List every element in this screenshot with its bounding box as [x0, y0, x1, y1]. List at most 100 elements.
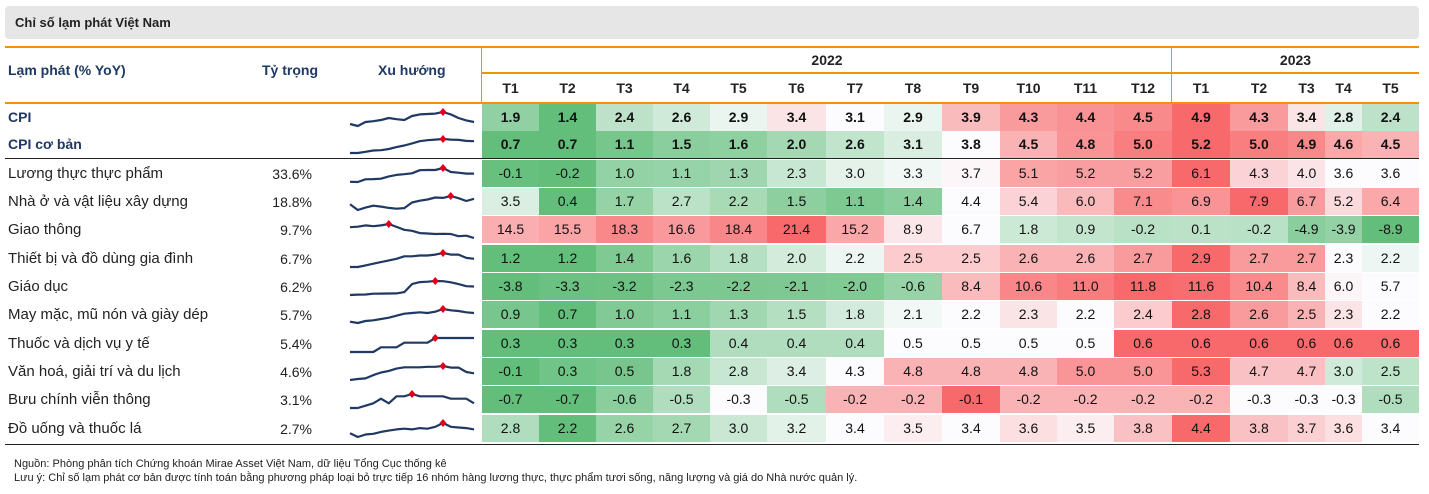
value-cell: 5.0: [1057, 358, 1114, 385]
header-divider-2022: [481, 46, 482, 104]
value-cell: -0.2: [1057, 386, 1114, 413]
trend-sparkline: [349, 192, 475, 212]
sparkline-max-marker: [439, 362, 447, 370]
value-cell: 1.4: [539, 104, 596, 131]
month-header: T7: [846, 80, 864, 96]
value-cell: 1.3: [710, 301, 767, 328]
sparkline-path: [349, 110, 475, 128]
year-header-2023: 2023: [1279, 52, 1312, 68]
value-cell: 1.1: [653, 160, 710, 187]
value-cell: 2.6: [596, 415, 653, 442]
month-header: T5: [1382, 80, 1399, 96]
value-cell: 3.4: [767, 358, 826, 385]
value-cell: 11.6: [1172, 273, 1230, 300]
trend-sparkline: [350, 249, 475, 269]
value-cell: 0.3: [539, 358, 596, 385]
value-cell: 10.6: [1000, 273, 1057, 300]
value-cell: 0.3: [482, 330, 539, 357]
value-cell: 5.2: [1325, 188, 1362, 215]
value-cell: 3.0: [710, 415, 767, 442]
value-cell: 0.4: [710, 330, 767, 357]
row-label: CPI: [8, 109, 32, 125]
value-cell: 1.7: [596, 188, 653, 215]
value-cell: -2.3: [653, 273, 710, 300]
value-cell: 8.4: [1288, 273, 1325, 300]
value-cell: 0.7: [539, 301, 596, 328]
value-cell: -0.3: [1325, 386, 1362, 413]
sparkline-path: [349, 364, 475, 382]
row-label: Bưu chính viễn thông: [8, 391, 151, 408]
value-cell: 5.2: [1114, 160, 1172, 187]
value-cell: 0.6: [1230, 330, 1288, 357]
value-cell: 11.8: [1114, 273, 1172, 300]
month-header: T3: [1298, 80, 1315, 96]
value-cell: 2.2: [539, 415, 596, 442]
value-cell: 2.2: [1057, 301, 1114, 328]
sparkline-path: [349, 194, 475, 212]
value-cell: 2.7: [1230, 245, 1288, 272]
row-weight: 5.4%: [280, 336, 312, 352]
value-cell: 5.1: [1000, 160, 1057, 187]
value-cell: 4.6: [1325, 131, 1362, 158]
value-cell: 1.2: [539, 245, 596, 272]
value-cell: -0.2: [826, 386, 884, 413]
value-cell: 0.1: [1172, 216, 1230, 243]
trend-sparkline: [349, 108, 475, 128]
table-bottom-rule: [5, 444, 1419, 445]
month-header: T1: [502, 80, 519, 96]
value-cell: 5.0: [1230, 131, 1288, 158]
value-cell: 1.8: [1000, 216, 1057, 243]
value-cell: -3.2: [596, 273, 653, 300]
year-header-2022: 2022: [811, 52, 843, 68]
month-header: T6: [788, 80, 805, 96]
row-label: Văn hoá, giải trí và du lịch: [8, 363, 181, 380]
value-cell: 6.0: [1325, 273, 1362, 300]
value-cell: 0.6: [1114, 330, 1172, 357]
value-cell: 1.2: [482, 245, 539, 272]
trend-sparkline: [349, 362, 475, 382]
value-cell: 1.3: [710, 160, 767, 187]
value-cell: 0.7: [539, 131, 596, 158]
sparkline-max-marker: [408, 390, 416, 398]
value-cell: 4.0: [1288, 160, 1325, 187]
value-cell: 5.7: [1362, 273, 1419, 300]
value-cell: 3.0: [1325, 358, 1362, 385]
value-cell: 2.9: [884, 104, 942, 131]
value-cell: 2.3: [1325, 245, 1362, 272]
value-cell: 4.4: [942, 188, 1000, 215]
value-cell: 0.9: [482, 301, 539, 328]
value-cell: 2.6: [1057, 245, 1114, 272]
value-cell: 3.8: [1114, 415, 1172, 442]
value-cell: 3.5: [482, 188, 539, 215]
value-cell: -0.1: [482, 358, 539, 385]
value-cell: 5.3: [1172, 358, 1230, 385]
value-cell: -8.9: [1362, 216, 1419, 243]
value-cell: 4.3: [1000, 104, 1057, 131]
value-cell: 11.0: [1057, 273, 1114, 300]
sparkline-path: [350, 336, 474, 354]
value-cell: 2.2: [1362, 301, 1419, 328]
value-cell: 2.6: [653, 104, 710, 131]
row-label: Lương thực thực phẩm: [8, 165, 164, 182]
value-cell: -0.2: [1172, 386, 1230, 413]
row-weight: 3.1%: [280, 392, 312, 408]
value-cell: 0.3: [539, 330, 596, 357]
sparkline-path: [349, 421, 475, 439]
value-cell: 3.4: [767, 104, 826, 131]
value-cell: 2.4: [1114, 301, 1172, 328]
value-cell: -2.1: [767, 273, 826, 300]
value-cell: 0.6: [1172, 330, 1230, 357]
value-cell: 2.2: [826, 245, 884, 272]
value-cell: -0.2: [1230, 216, 1288, 243]
value-cell: 21.4: [767, 216, 826, 243]
value-cell: 0.5: [884, 330, 942, 357]
value-cell: 2.5: [942, 245, 1000, 272]
trend-column-header: Xu hướng: [378, 62, 446, 78]
value-cell: 5.0: [1114, 358, 1172, 385]
row-weight: 5.7%: [280, 307, 312, 323]
value-cell: 1.1: [826, 188, 884, 215]
month-header: T1: [1192, 80, 1210, 96]
value-cell: 4.5: [1000, 131, 1057, 158]
month-header: T10: [1016, 80, 1041, 96]
value-cell: 3.8: [1230, 415, 1288, 442]
